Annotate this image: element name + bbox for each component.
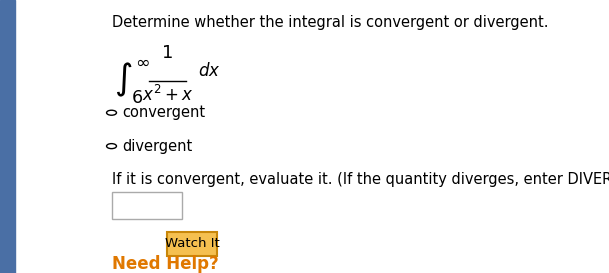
Text: $\int_{6}^{\infty}$: $\int_{6}^{\infty}$ [114, 58, 150, 106]
Text: divergent: divergent [122, 139, 192, 154]
Text: $x^2 + x$: $x^2 + x$ [141, 85, 193, 105]
Text: Need Help?: Need Help? [111, 255, 218, 273]
Text: If it is convergent, evaluate it. (If the quantity diverges, enter DIVERGES.): If it is convergent, evaluate it. (If th… [111, 172, 609, 187]
Text: $dx$: $dx$ [199, 62, 221, 80]
Text: Determine whether the integral is convergent or divergent.: Determine whether the integral is conver… [111, 15, 548, 29]
FancyBboxPatch shape [167, 232, 217, 256]
Text: Watch It: Watch It [164, 237, 219, 250]
Text: convergent: convergent [122, 105, 205, 120]
Text: $1$: $1$ [161, 44, 173, 62]
FancyBboxPatch shape [111, 192, 181, 219]
